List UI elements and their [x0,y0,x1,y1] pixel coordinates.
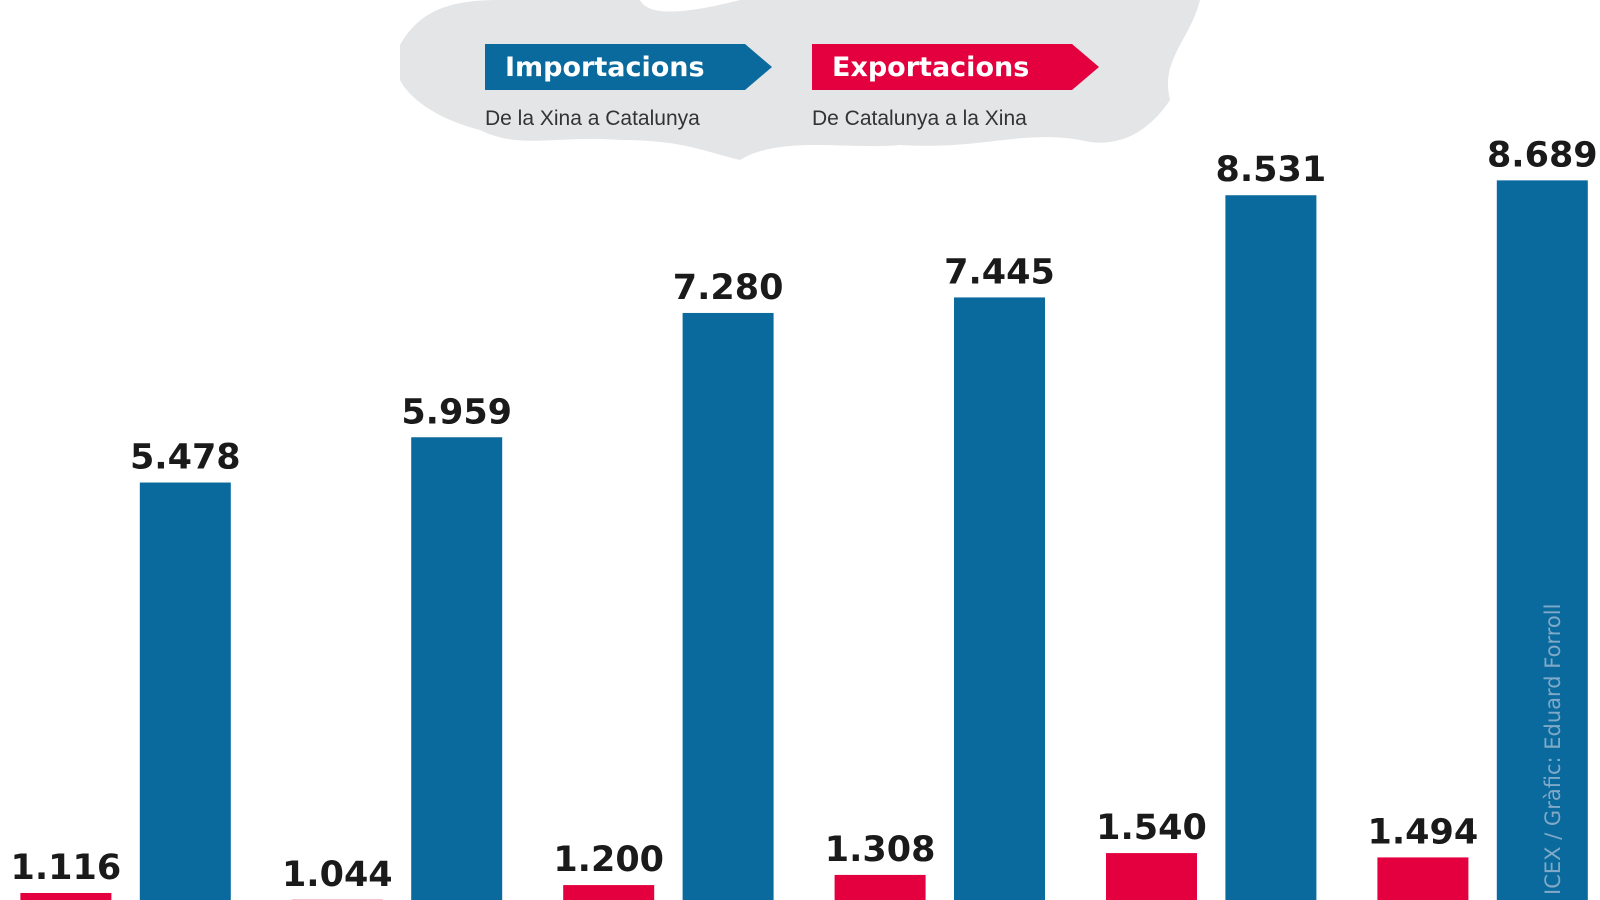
bar [139,482,231,900]
value-label: 7.280 [673,268,784,308]
map-background [400,0,1200,160]
legend-description: De la Xina a Catalunya [485,107,700,130]
value-label: 1.540 [1096,808,1207,848]
value-label: 1.044 [282,855,393,895]
value-label: 5.959 [401,392,512,432]
bar [834,874,926,900]
legend-arrow [485,44,772,90]
value-label: 5.478 [130,438,241,478]
legend-label: Importacions [505,52,705,83]
source: ICEX / Gràfic: Eduard Forroll [1541,604,1565,895]
bar [1377,857,1469,900]
bar [563,885,655,900]
bar [411,437,503,900]
bar [1106,853,1197,900]
value-label: 8.531 [1216,150,1327,190]
value-label: 1.308 [825,830,936,870]
value-label: 7.445 [944,252,1055,292]
bar [682,312,774,900]
bar [1225,195,1317,900]
value-label: 1.200 [553,840,664,880]
bar [1496,180,1588,900]
bar [20,892,112,900]
bar [954,297,1045,900]
value-label: 1.116 [11,848,122,888]
legend-description: De Catalunya a la Xina [812,107,1027,130]
legend-arrow [812,44,1099,90]
value-label: 1.494 [1368,812,1479,852]
legend-label: Exportacions [832,52,1029,83]
value-label: 8.689 [1487,135,1598,175]
